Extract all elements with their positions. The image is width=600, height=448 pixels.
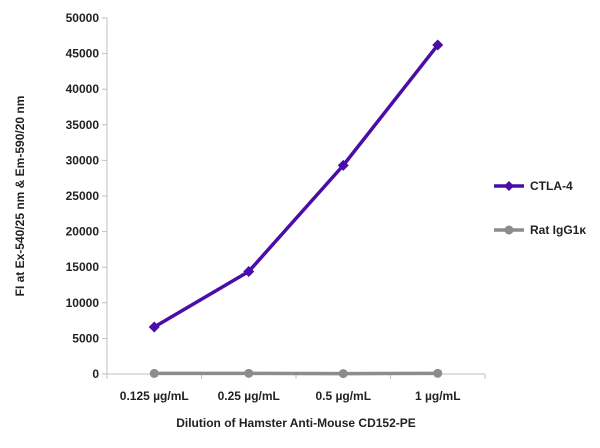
y-tick-label: 0 bbox=[92, 367, 99, 381]
x-tick-label: 0.25 µg/mL bbox=[218, 389, 280, 403]
x-tick-label: 1 µg/mL bbox=[415, 389, 461, 403]
x-tick-label: 0.5 µg/mL bbox=[315, 389, 371, 403]
y-tick-label: 35000 bbox=[66, 118, 100, 132]
y-tick-label: 40000 bbox=[66, 82, 100, 96]
series-line bbox=[153, 43, 440, 329]
legend-item: CTLA-4 bbox=[494, 179, 573, 193]
series-1 bbox=[148, 39, 444, 333]
legend-label: Rat IgG1κ bbox=[530, 223, 586, 237]
y-tick-label: 20000 bbox=[66, 225, 100, 239]
x-axis-title: Dilution of Hamster Anti-Mouse CD152-PE bbox=[176, 416, 416, 430]
data-point bbox=[244, 368, 254, 378]
data-point bbox=[149, 368, 159, 378]
x-tick-label: 0.125 µg/mL bbox=[120, 389, 189, 403]
y-tick-label: 30000 bbox=[66, 153, 100, 167]
axes: 0 5000 10000 15000 20000 25000 30000 35000 40000… bbox=[66, 11, 486, 403]
legend-label: CTLA-4 bbox=[530, 179, 573, 193]
y-tick-label: 50000 bbox=[66, 11, 100, 25]
y-tick-label: 45000 bbox=[66, 47, 100, 61]
data-point bbox=[243, 265, 255, 277]
data-point bbox=[432, 39, 444, 51]
legend-item: Rat IgG1κ bbox=[494, 223, 586, 237]
series-2 bbox=[149, 368, 443, 379]
data-point bbox=[338, 369, 348, 379]
y-tick-label: 25000 bbox=[66, 189, 100, 203]
legend: CTLA-4 Rat IgG1κ bbox=[494, 179, 586, 237]
y-axis-title: FI at Ex-540/25 nm & Em-590/20 nm bbox=[13, 96, 27, 297]
series-layer bbox=[148, 39, 444, 379]
legend-marker bbox=[504, 225, 514, 235]
data-point bbox=[337, 159, 349, 171]
y-tick-label: 15000 bbox=[66, 260, 100, 274]
y-tick-label: 5000 bbox=[72, 331, 99, 345]
data-point bbox=[148, 321, 160, 333]
y-tick-label: 10000 bbox=[66, 296, 100, 310]
data-point bbox=[433, 368, 443, 378]
legend-marker bbox=[504, 181, 514, 191]
